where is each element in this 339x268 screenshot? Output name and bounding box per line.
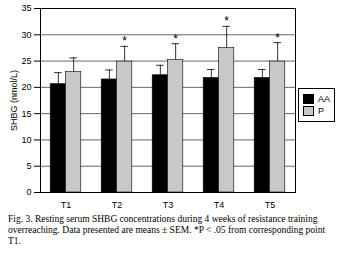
html-text:Fig. 3. Resting serum SHBG con: Fig. 3. Resting serum SHBG concentration… <box>8 214 325 246</box>
html-text:P: P <box>318 106 324 116</box>
svg-text:T2: T2 <box>112 200 123 210</box>
svg-text:0: 0 <box>26 187 31 197</box>
svg-text:5: 5 <box>26 161 31 171</box>
svg-text:30: 30 <box>21 30 31 40</box>
svg-text:*: * <box>122 34 127 48</box>
svg-text:15: 15 <box>21 109 31 119</box>
svg-text:T4: T4 <box>214 200 225 210</box>
html-text:AA: AA <box>318 94 330 104</box>
svg-text:20: 20 <box>21 82 31 92</box>
svg-text:25: 25 <box>21 56 31 66</box>
svg-text:*: * <box>224 14 229 28</box>
svg-text:35: 35 <box>21 3 31 13</box>
svg-text:T1: T1 <box>61 200 72 210</box>
svg-text:T3: T3 <box>163 200 174 210</box>
svg-text:T5: T5 <box>265 200 276 210</box>
svg-text:10: 10 <box>21 135 31 145</box>
svg-text:*: * <box>275 31 280 45</box>
svg-text:*: * <box>173 32 178 46</box>
svg-text:SHBG (nmol/L): SHBG (nmol/L) <box>9 70 19 131</box>
